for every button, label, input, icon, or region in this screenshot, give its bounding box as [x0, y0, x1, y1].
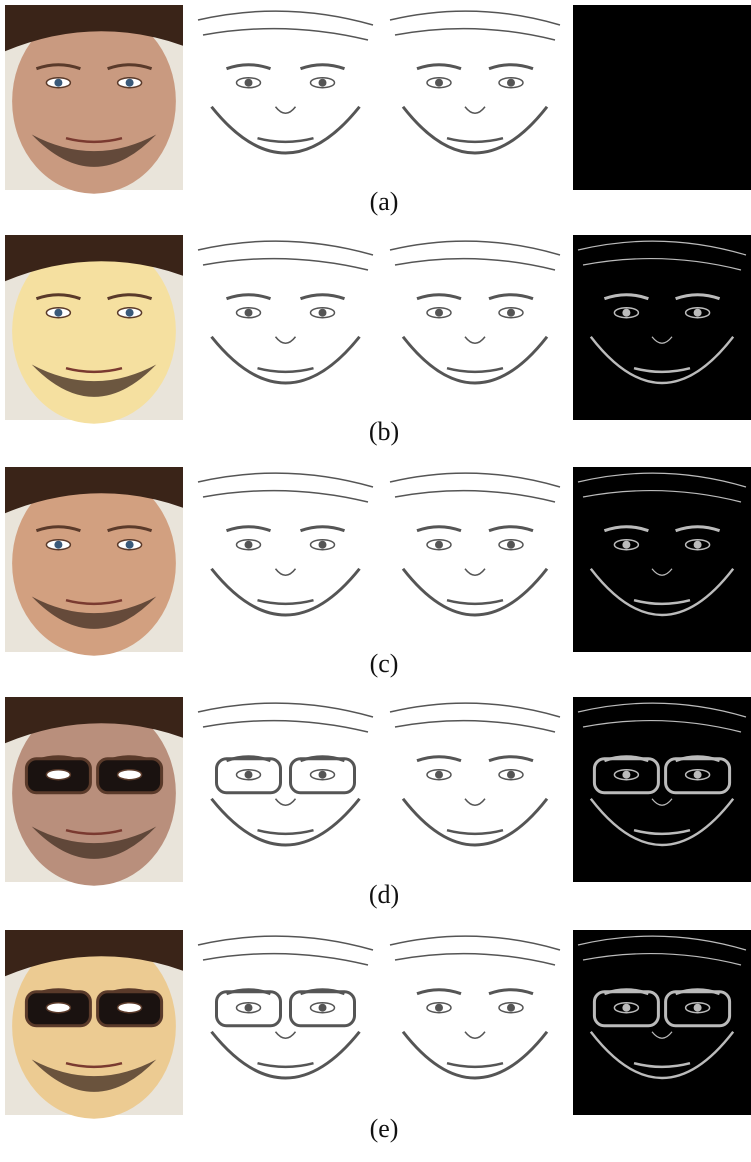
- difference-map: [573, 5, 751, 190]
- pupil: [319, 1004, 327, 1012]
- pupil: [54, 309, 62, 317]
- eye: [118, 1003, 142, 1013]
- eye: [46, 1003, 70, 1013]
- pupil: [54, 541, 62, 549]
- pupil: [694, 1004, 702, 1012]
- pupil: [435, 79, 443, 87]
- pupil: [622, 309, 630, 317]
- pupil: [245, 541, 253, 549]
- pupil: [435, 771, 443, 779]
- pupil: [319, 309, 327, 317]
- pupil: [435, 541, 443, 549]
- pupil: [622, 1004, 630, 1012]
- pupil: [622, 541, 630, 549]
- row-caption: (a): [370, 187, 399, 216]
- pupil: [507, 541, 515, 549]
- pupil: [126, 541, 134, 549]
- pupil: [507, 771, 515, 779]
- pupil: [622, 771, 630, 779]
- figure-row: (a): [5, 5, 751, 216]
- figure-row: (c): [5, 467, 751, 678]
- pupil: [245, 309, 253, 317]
- pupil: [507, 1004, 515, 1012]
- pupil: [435, 1004, 443, 1012]
- eye: [118, 770, 142, 780]
- pupil: [319, 79, 327, 87]
- row-caption: (e): [370, 1114, 399, 1143]
- pupil: [507, 309, 515, 317]
- pupil: [54, 79, 62, 87]
- pupil: [245, 771, 253, 779]
- pupil: [126, 309, 134, 317]
- eye: [46, 770, 70, 780]
- pupil: [694, 309, 702, 317]
- row-caption: (b): [369, 417, 399, 446]
- figure-row: (e): [5, 930, 751, 1143]
- figure: (a) (b) (c) (d) (e): [0, 0, 751, 1157]
- pupil: [694, 541, 702, 549]
- pupil: [319, 771, 327, 779]
- figure-row: (b): [5, 235, 751, 446]
- pupil: [694, 771, 702, 779]
- figure-row: (d): [5, 697, 751, 909]
- pupil: [245, 79, 253, 87]
- pupil: [319, 541, 327, 549]
- row-caption: (c): [370, 649, 399, 678]
- pupil: [126, 79, 134, 87]
- pupil: [507, 79, 515, 87]
- pupil: [435, 309, 443, 317]
- row-caption: (d): [369, 880, 399, 909]
- pupil: [245, 1004, 253, 1012]
